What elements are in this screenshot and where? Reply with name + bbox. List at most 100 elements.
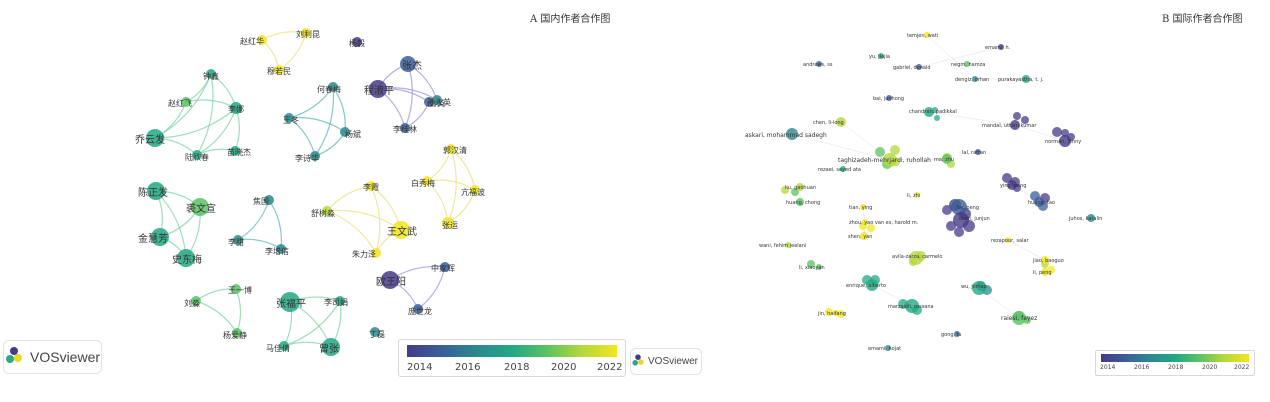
author-label: 陆欣春 — [185, 152, 209, 162]
author-node — [837, 310, 845, 318]
author-label: ma, zhu — [934, 157, 954, 163]
author-label: 李娜 — [228, 104, 244, 114]
author-label: 何春梅 — [317, 84, 341, 94]
author-label: chandran, padikkal — [909, 109, 957, 115]
author-label: li, peng — [1033, 270, 1052, 276]
author-label: 钟鑫 — [203, 71, 219, 81]
author-node — [257, 35, 267, 45]
author-label: negm, hamza — [951, 62, 985, 68]
author-node — [867, 224, 875, 232]
vosviewer-logo-icon — [631, 352, 645, 371]
author-label: chen, li-long — [813, 120, 844, 126]
author-node — [946, 221, 956, 231]
author-label: 乔云发 — [135, 133, 165, 146]
author-node — [413, 304, 423, 314]
author-node — [146, 129, 164, 147]
author-node — [934, 115, 940, 121]
author-node — [836, 117, 846, 127]
author-node — [954, 331, 960, 337]
author-label: 郭汉清 — [443, 145, 467, 155]
author-node — [280, 292, 300, 312]
year-color-legend-b: 2014 2016 2018 2020 2022 — [1095, 350, 1255, 376]
author-label: 丁磊 — [369, 330, 385, 339]
author-node — [284, 113, 294, 123]
author-node — [909, 251, 923, 265]
author-label: 王一博 — [228, 285, 252, 295]
network-link — [268, 199, 283, 250]
legend-a-tick: 2020 — [551, 362, 577, 373]
author-node — [833, 310, 839, 316]
author-node — [942, 154, 952, 164]
author-node — [972, 76, 978, 82]
author-node — [232, 328, 242, 338]
author-label: 欧王阳 — [376, 276, 406, 288]
author-node — [924, 107, 934, 117]
author-node — [230, 102, 242, 114]
author-node — [953, 212, 969, 228]
panel-a-title: A 国内作者合作图 — [530, 14, 611, 25]
international-author-network-panel: temjen, wati emami, h. yu, jiajia andrews, … — [635, 0, 1270, 402]
author-node — [1022, 75, 1030, 83]
author-node — [264, 195, 274, 205]
author-label: jiao, baoguo — [1032, 258, 1064, 264]
author-node — [791, 188, 799, 196]
author-label: 王文武 — [387, 225, 417, 238]
network-link — [326, 210, 377, 254]
author-label: lal, rattan — [962, 150, 986, 156]
author-node — [1021, 116, 1029, 124]
author-node — [785, 242, 791, 248]
vosviewer-logo-icon — [4, 345, 24, 369]
author-label: 赵红华 — [240, 36, 264, 46]
author-node — [1059, 135, 1071, 147]
network-link — [447, 148, 457, 224]
author-node — [366, 181, 376, 191]
author-node — [972, 281, 986, 295]
author-node — [370, 327, 380, 337]
author-node — [975, 149, 981, 155]
author-node — [424, 97, 434, 107]
author-node — [914, 192, 920, 198]
network-link — [288, 116, 346, 133]
legend-b-tick: 2022 — [1234, 364, 1250, 371]
author-label: 史东梅 — [172, 253, 202, 266]
author-node — [781, 186, 789, 194]
network-link — [404, 63, 413, 129]
author-label: li, zhi — [907, 193, 920, 199]
author-node — [147, 182, 165, 200]
author-node — [335, 296, 345, 306]
author-node — [816, 264, 822, 270]
legend-b-tick: 2020 — [1202, 364, 1218, 371]
author-label: gong, lu — [941, 332, 961, 338]
author-label: ying, peng — [1000, 183, 1026, 189]
author-label: wu, jinhao — [961, 284, 987, 290]
year-color-bar-b — [1101, 354, 1249, 362]
author-label: 李桂林 — [393, 124, 417, 134]
domestic-author-network-graph: 赵红华刘利昆穆若民杨毅程淑平张杰鲁英孙永英李桂林何春梅王冬杨斌李诗华钟鑫赵红飞李… — [135, 28, 485, 356]
author-label: askari, mohammad sadegh — [745, 132, 827, 139]
author-label: juhos, katalin — [1068, 216, 1102, 222]
author-node — [301, 28, 311, 38]
author-node — [1034, 197, 1044, 207]
author-label: 裘文宣 — [186, 202, 216, 215]
network-link — [155, 190, 187, 259]
author-label: marzaioli, rossana — [888, 304, 934, 310]
network-link — [196, 73, 214, 156]
author-node — [432, 95, 442, 105]
author-node — [322, 206, 332, 216]
author-label: 张杰 — [402, 60, 422, 72]
author-node — [796, 183, 804, 191]
author-label: 李霞 — [363, 182, 379, 192]
author-label: mandal, uttam kumar — [982, 123, 1037, 129]
author-node — [883, 153, 897, 167]
network-link — [1007, 239, 1046, 261]
author-label: 杨毅 — [349, 38, 365, 48]
network-link — [889, 158, 948, 161]
network-link — [237, 199, 270, 241]
author-node — [998, 44, 1004, 50]
author-label: 中家辉 — [431, 263, 455, 273]
author-label: 刘淼 — [184, 298, 200, 308]
author-node — [352, 37, 362, 47]
network-link — [1014, 124, 1066, 142]
author-label: he, peng — [957, 205, 979, 211]
author-node — [1002, 173, 1012, 183]
